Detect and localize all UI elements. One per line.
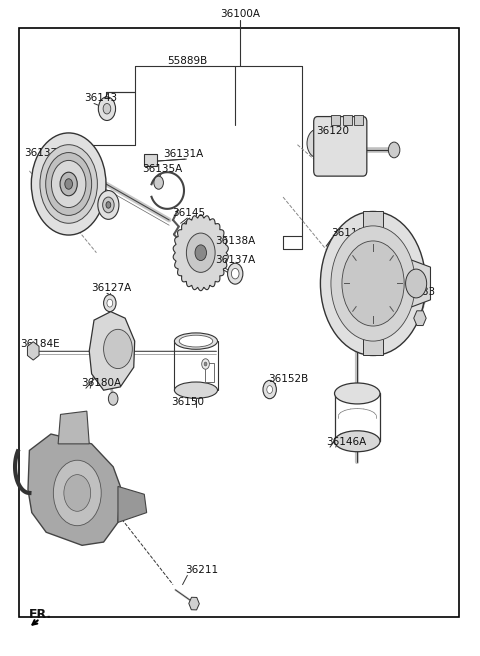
Circle shape [46, 153, 92, 215]
Text: FR.: FR. [28, 608, 51, 621]
Text: 36180A: 36180A [81, 379, 121, 388]
Polygon shape [89, 312, 135, 390]
Circle shape [106, 201, 111, 208]
Bar [354, 115, 362, 125]
Polygon shape [118, 486, 147, 522]
Text: 36143: 36143 [84, 93, 118, 104]
Circle shape [321, 211, 426, 356]
Circle shape [195, 245, 206, 260]
Circle shape [263, 380, 276, 399]
Circle shape [388, 142, 400, 158]
Circle shape [98, 97, 116, 121]
Circle shape [154, 176, 163, 189]
Text: 55889B: 55889B [167, 56, 207, 66]
Text: 36127A: 36127A [91, 283, 131, 293]
Circle shape [406, 269, 427, 298]
Text: 36150: 36150 [171, 397, 204, 407]
Text: 36183: 36183 [402, 287, 435, 297]
Ellipse shape [179, 335, 213, 347]
Circle shape [60, 173, 77, 195]
Circle shape [342, 241, 404, 326]
Circle shape [64, 475, 91, 511]
Text: 36100A: 36100A [220, 9, 260, 19]
Text: 36184E: 36184E [20, 339, 60, 349]
Circle shape [104, 329, 132, 369]
Circle shape [107, 299, 113, 307]
Circle shape [103, 104, 111, 114]
Bar [331, 115, 339, 125]
Polygon shape [28, 434, 120, 545]
Text: 36145: 36145 [172, 208, 205, 218]
Bar [343, 115, 351, 125]
Circle shape [108, 392, 118, 405]
Ellipse shape [335, 431, 380, 452]
Circle shape [204, 362, 207, 366]
Polygon shape [404, 257, 431, 310]
Circle shape [267, 386, 273, 394]
Text: 36137B: 36137B [24, 148, 65, 158]
Text: 36152B: 36152B [268, 374, 308, 384]
Ellipse shape [174, 382, 217, 398]
Circle shape [307, 129, 328, 158]
Circle shape [51, 161, 86, 207]
Ellipse shape [174, 333, 217, 349]
Text: 36110E: 36110E [331, 228, 371, 237]
Circle shape [231, 268, 239, 279]
Text: 36146A: 36146A [326, 437, 366, 447]
Circle shape [228, 263, 243, 284]
Circle shape [202, 359, 209, 369]
Text: 36131A: 36131A [163, 149, 204, 159]
Circle shape [186, 233, 215, 272]
Circle shape [103, 197, 114, 213]
Bar [363, 211, 383, 228]
FancyBboxPatch shape [314, 117, 367, 176]
Circle shape [98, 190, 119, 219]
Bar [144, 154, 157, 166]
Text: 36211: 36211 [185, 565, 218, 575]
Polygon shape [173, 215, 228, 291]
Circle shape [31, 133, 106, 235]
Bar [363, 339, 383, 356]
Text: 36135A: 36135A [142, 164, 182, 174]
Circle shape [104, 295, 116, 312]
Circle shape [65, 178, 72, 189]
Circle shape [40, 145, 97, 223]
Circle shape [53, 461, 101, 525]
Text: 36120: 36120 [317, 126, 349, 136]
Text: 36138A: 36138A [215, 236, 255, 246]
Bar [204, 363, 214, 382]
Circle shape [331, 226, 415, 341]
Ellipse shape [335, 383, 380, 404]
Polygon shape [58, 411, 89, 444]
Text: 36137A: 36137A [215, 255, 255, 264]
